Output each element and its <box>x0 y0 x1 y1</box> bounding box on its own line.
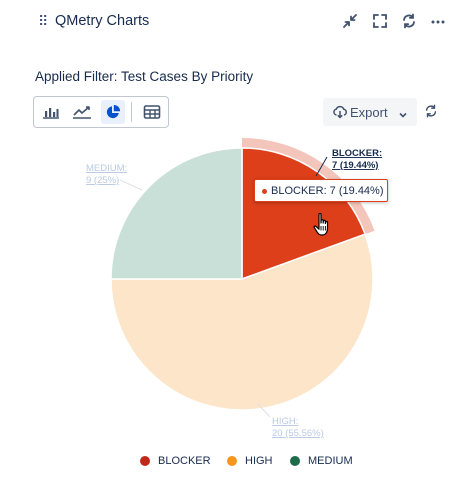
chevron-down-icon <box>398 107 408 125</box>
pie-chart: BLOCKER:7 (19.44%) HIGH:20 (55.56%) MEDIUM… <box>86 138 382 439</box>
slice-label-name[interactable]: MEDIUM: <box>86 163 127 174</box>
reload-chart-icon[interactable] <box>424 104 440 120</box>
bar-chart-icon[interactable] <box>39 100 63 124</box>
fullscreen-icon[interactable] <box>371 12 389 30</box>
legend-item-medium[interactable]: MEDIUM <box>290 455 353 467</box>
export-button[interactable]: Export <box>323 98 417 126</box>
legend-item-blocker[interactable]: BLOCKER <box>140 455 211 467</box>
tooltip-text: BLOCKER: 7 (19.44%) <box>271 185 384 197</box>
export-label: Export <box>350 105 388 120</box>
legend-swatch <box>140 456 150 466</box>
slice-label-value[interactable]: 20 (55.56%) <box>272 428 324 439</box>
refresh-icon[interactable] <box>400 12 418 30</box>
line-chart-icon[interactable] <box>70 100 94 124</box>
label-connector <box>257 403 271 418</box>
legend-label: BLOCKER <box>158 455 211 467</box>
applied-filter-label: Applied Filter: Test Cases By Priority <box>35 69 254 84</box>
chart-legend: BLOCKER HIGH MEDIUM <box>0 455 471 473</box>
legend-label: MEDIUM <box>308 455 353 467</box>
pie-slice-medium[interactable] <box>110 147 243 280</box>
collapse-icon[interactable] <box>341 12 359 30</box>
hand-cursor-icon <box>313 212 329 236</box>
drag-handle-icon[interactable]: ⠿ <box>38 13 48 29</box>
slice-label-name[interactable]: BLOCKER: <box>332 148 382 159</box>
chart-type-toolbar <box>33 96 169 128</box>
widget-title: QMetry Charts <box>55 13 150 29</box>
legend-swatch <box>290 456 300 466</box>
pie-chart-icon[interactable] <box>101 100 125 124</box>
pie-slice-high[interactable] <box>110 233 374 411</box>
cloud-download-icon <box>332 104 348 125</box>
legend-swatch <box>227 456 237 466</box>
table-icon[interactable] <box>140 100 164 124</box>
slice-label-value[interactable]: 7 (19.44%) <box>332 160 378 171</box>
slice-label-name[interactable]: HIGH: <box>272 416 298 427</box>
tooltip-swatch <box>262 189 267 194</box>
more-icon[interactable] <box>429 12 447 30</box>
legend-item-high[interactable]: HIGH <box>227 455 273 467</box>
slice-label-value[interactable]: 9 (25%) <box>86 175 119 186</box>
toolbar-divider <box>131 102 132 122</box>
widget-header: ⠿ QMetry Charts <box>0 0 471 44</box>
chart-tooltip: BLOCKER: 7 (19.44%) <box>254 179 388 202</box>
legend-label: HIGH <box>245 455 273 467</box>
label-connector <box>119 179 143 191</box>
label-connector <box>315 156 328 177</box>
